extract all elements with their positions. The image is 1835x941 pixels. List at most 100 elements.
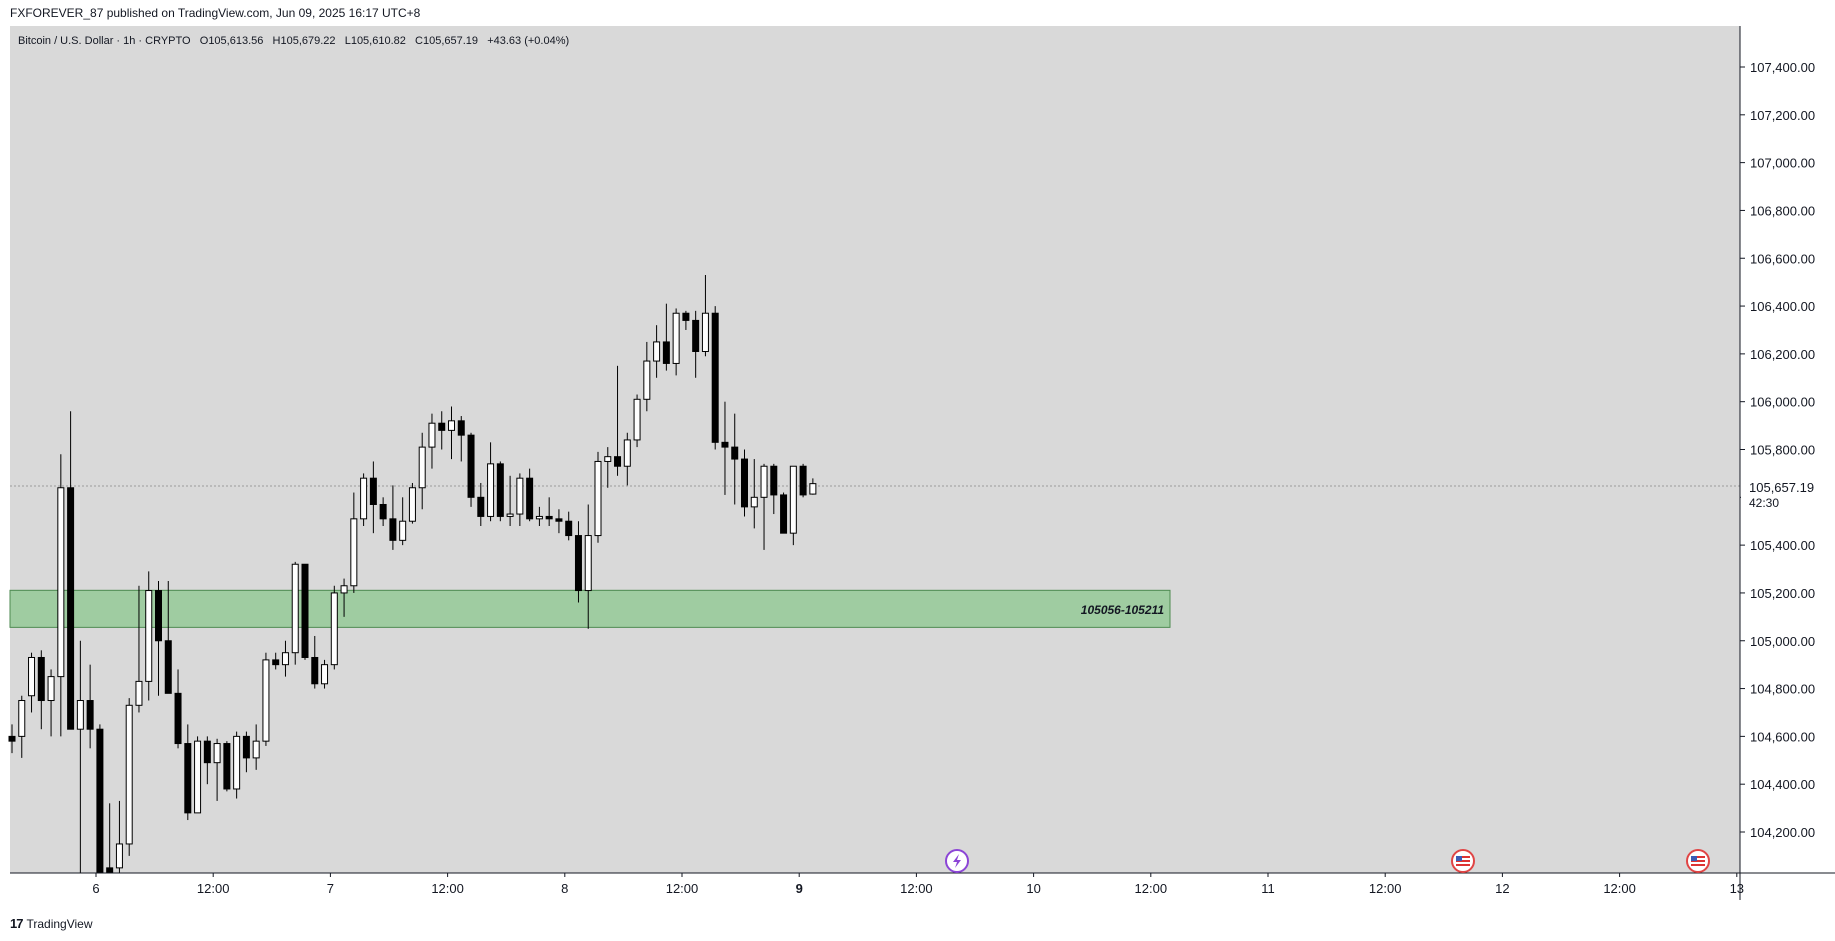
candle-body-down [389, 518, 397, 541]
candle [711, 306, 719, 450]
zone-label: 105056-105211 [1081, 603, 1165, 617]
candle-body-up [408, 487, 416, 522]
zone-rect[interactable] [9, 589, 1171, 628]
candle [496, 461, 504, 522]
candle-body-up [487, 463, 495, 517]
candle [340, 578, 348, 617]
time-tick-label: 6 [92, 881, 99, 896]
candle-body-up [340, 585, 348, 594]
candle-body-down [721, 441, 729, 448]
time-tick-label: 12:00 [1603, 881, 1636, 896]
candle [555, 509, 563, 534]
candle [457, 416, 465, 462]
candle-body-up [76, 700, 84, 730]
candle-body-down [311, 656, 319, 685]
candle [399, 497, 407, 546]
time-tick-label: 12:00 [900, 881, 933, 896]
candle-body-down [614, 456, 622, 467]
candle [213, 738, 221, 801]
candle-body-down [96, 728, 104, 874]
candle-body-up [604, 456, 612, 462]
candle [379, 497, 387, 526]
support-zone[interactable]: 105056-105211 [9, 589, 1171, 628]
candle-body-down [438, 422, 446, 431]
us-flag-event-icon[interactable] [1686, 849, 1710, 873]
price-tick-label: 107,200.00 [1750, 108, 1815, 123]
time-axis[interactable]: 6 12:00 7 12:00 8 12:00 9 12:00 10 12:00 11 12:00 12… [92, 873, 1744, 896]
candle-body-up [701, 312, 709, 352]
candle [741, 449, 748, 517]
candle-body-up [809, 483, 817, 495]
candle-body-up [125, 704, 133, 845]
price-tick-label: 106,400.00 [1750, 299, 1815, 314]
us-flag-event-icon[interactable] [1451, 849, 1475, 873]
candle [155, 580, 162, 696]
candle [115, 800, 123, 873]
candle [223, 741, 231, 792]
candle-body-down [379, 503, 387, 520]
candle-body-up [281, 652, 289, 666]
candle [799, 463, 807, 498]
candle [350, 492, 358, 593]
price-axis[interactable]: 107,400.00 107,200.00 107,000.00 106,800.00… [1740, 60, 1815, 840]
candle [145, 571, 153, 701]
candle-body-up [115, 843, 123, 869]
candle [194, 736, 202, 814]
candle-body-up [350, 518, 358, 587]
time-tick-label: 12 [1495, 881, 1509, 896]
candle-body-up [135, 680, 143, 706]
candle-body-down [574, 535, 582, 592]
time-tick-label: 13 [1730, 881, 1744, 896]
candle [701, 274, 709, 357]
candle-body-up [623, 439, 631, 467]
price-tick-label: 107,400.00 [1750, 60, 1815, 75]
price-tag-value: 105,657.19 [1749, 480, 1814, 495]
candle [574, 521, 582, 603]
candle-body-up [291, 563, 299, 654]
candle [418, 432, 426, 510]
lightning-event-icon[interactable] [945, 849, 969, 873]
candle-body-down [155, 590, 162, 642]
candle-body-up [194, 740, 202, 814]
candle [242, 731, 250, 773]
candle [594, 451, 602, 543]
candle-body-up [18, 700, 26, 737]
time-tick-label: 12:00 [1135, 881, 1168, 896]
candle-body-down [457, 420, 465, 436]
candle-body-up [262, 659, 270, 742]
candle [770, 463, 778, 515]
candle [438, 411, 446, 450]
candle-body-up [750, 496, 758, 508]
chart-plot-area[interactable] [10, 26, 1740, 873]
candle-body-down [223, 743, 231, 790]
candle [692, 310, 700, 378]
candle-body-up [448, 420, 455, 431]
candle [633, 394, 641, 448]
candle [526, 468, 534, 522]
candle-body-up [506, 513, 514, 517]
candle-body-up [653, 341, 661, 362]
candle [408, 482, 416, 524]
candle-body-up [428, 422, 436, 448]
candle-body-up [252, 740, 260, 759]
candle [37, 650, 45, 730]
candle-body-up [760, 465, 768, 498]
candle [106, 803, 114, 874]
candle-body-down [799, 465, 807, 496]
candle-body-down [477, 496, 485, 517]
candle [360, 473, 368, 526]
candle-body-down [711, 312, 719, 443]
price-tick-label: 105,800.00 [1750, 443, 1815, 458]
candle [203, 736, 211, 785]
candle-body-down [301, 563, 309, 658]
candle-body-down [106, 867, 114, 874]
candle-body-down [526, 477, 534, 520]
candle-body-down [682, 312, 690, 321]
candle [174, 669, 182, 749]
candle [535, 506, 543, 526]
price-tag-countdown: 42:30 [1749, 496, 1779, 510]
candle-body-down [86, 700, 94, 730]
candle [428, 413, 436, 469]
candle-body-down [174, 692, 182, 745]
